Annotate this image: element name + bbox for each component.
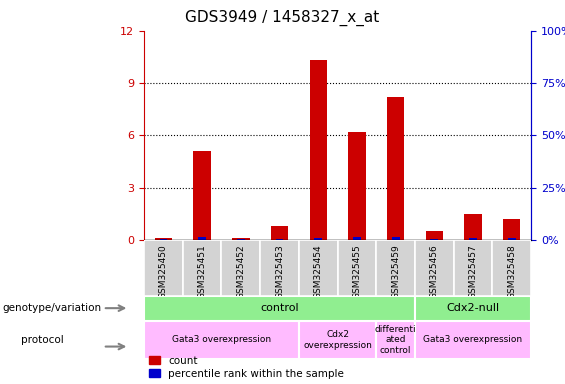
- FancyBboxPatch shape: [144, 296, 415, 321]
- FancyBboxPatch shape: [376, 240, 415, 296]
- Text: control: control: [260, 303, 299, 313]
- Text: GSM325453: GSM325453: [275, 245, 284, 299]
- Bar: [232, 238, 250, 240]
- Text: differenti
ated
control: differenti ated control: [375, 325, 416, 355]
- Bar: [193, 151, 211, 240]
- Bar: [271, 226, 288, 240]
- FancyBboxPatch shape: [493, 240, 531, 296]
- FancyBboxPatch shape: [221, 240, 260, 296]
- Text: GSM325456: GSM325456: [430, 245, 439, 299]
- FancyBboxPatch shape: [144, 240, 182, 296]
- FancyBboxPatch shape: [299, 321, 376, 359]
- Text: protocol: protocol: [21, 335, 64, 345]
- Bar: [353, 237, 361, 240]
- Text: GDS3949 / 1458327_x_at: GDS3949 / 1458327_x_at: [185, 10, 380, 26]
- Bar: [155, 238, 172, 240]
- FancyBboxPatch shape: [415, 321, 531, 359]
- Legend: count, percentile rank within the sample: count, percentile rank within the sample: [149, 356, 344, 379]
- Bar: [508, 238, 516, 240]
- Bar: [425, 231, 443, 240]
- FancyBboxPatch shape: [260, 240, 299, 296]
- Text: Cdx2
overexpression: Cdx2 overexpression: [303, 330, 372, 349]
- Text: GSM325452: GSM325452: [236, 245, 245, 299]
- Text: Gata3 overexpression: Gata3 overexpression: [172, 335, 271, 344]
- FancyBboxPatch shape: [144, 321, 299, 359]
- FancyBboxPatch shape: [415, 296, 531, 321]
- Bar: [392, 237, 399, 240]
- Text: genotype/variation: genotype/variation: [3, 303, 102, 313]
- FancyBboxPatch shape: [376, 321, 415, 359]
- FancyBboxPatch shape: [454, 240, 493, 296]
- Bar: [469, 238, 477, 240]
- Text: GSM325450: GSM325450: [159, 245, 168, 299]
- FancyBboxPatch shape: [182, 240, 221, 296]
- Text: GSM325455: GSM325455: [353, 245, 362, 299]
- Bar: [159, 238, 167, 240]
- Bar: [237, 238, 245, 240]
- Bar: [198, 237, 206, 240]
- Bar: [314, 238, 322, 240]
- Text: GSM325457: GSM325457: [468, 245, 477, 299]
- Bar: [464, 214, 482, 240]
- Text: GSM325458: GSM325458: [507, 245, 516, 299]
- FancyBboxPatch shape: [337, 240, 376, 296]
- Text: Cdx2-null: Cdx2-null: [446, 303, 499, 313]
- FancyBboxPatch shape: [299, 240, 337, 296]
- FancyBboxPatch shape: [415, 240, 454, 296]
- Bar: [348, 132, 366, 240]
- Text: GSM325454: GSM325454: [314, 245, 323, 299]
- Text: GSM325459: GSM325459: [391, 245, 400, 299]
- Bar: [503, 219, 520, 240]
- Text: Gata3 overexpression: Gata3 overexpression: [424, 335, 523, 344]
- Bar: [387, 97, 405, 240]
- Bar: [276, 238, 284, 240]
- Text: GSM325451: GSM325451: [198, 245, 207, 299]
- Bar: [431, 238, 438, 240]
- Bar: [310, 60, 327, 240]
